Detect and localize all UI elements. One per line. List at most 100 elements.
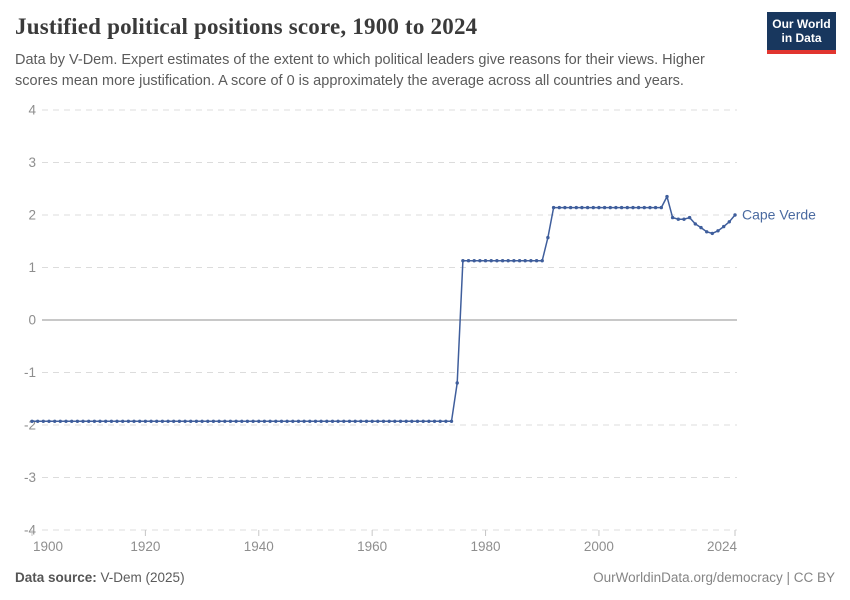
data-point[interactable] <box>121 419 125 423</box>
data-point[interactable] <box>597 205 601 210</box>
data-point[interactable] <box>308 419 312 423</box>
data-point[interactable] <box>104 419 108 423</box>
data-point[interactable] <box>257 419 261 423</box>
data-point[interactable] <box>126 419 131 423</box>
data-point[interactable] <box>523 259 527 263</box>
data-point[interactable] <box>716 229 720 233</box>
data-point[interactable] <box>189 419 193 423</box>
data-point[interactable] <box>614 205 618 210</box>
data-point[interactable] <box>676 217 680 221</box>
data-point[interactable] <box>410 419 414 423</box>
data-point[interactable] <box>353 419 357 423</box>
data-point[interactable] <box>444 419 448 423</box>
data-point[interactable] <box>240 419 244 423</box>
data-point[interactable] <box>70 419 74 423</box>
data-point[interactable] <box>687 215 692 220</box>
data-point[interactable] <box>166 419 170 423</box>
data-point[interactable] <box>682 217 686 221</box>
data-point[interactable] <box>699 225 703 230</box>
data-point[interactable] <box>466 259 471 263</box>
data-point[interactable] <box>625 205 629 210</box>
data-point[interactable] <box>87 419 91 423</box>
data-point[interactable] <box>585 205 590 210</box>
data-point[interactable] <box>92 419 97 423</box>
data-point[interactable] <box>347 419 352 423</box>
data-point[interactable] <box>206 419 210 423</box>
data-point[interactable] <box>58 419 62 423</box>
data-point[interactable] <box>291 419 295 423</box>
data-point[interactable] <box>432 419 437 423</box>
data-point[interactable] <box>81 419 85 423</box>
data-line-cape-verde[interactable] <box>32 195 736 423</box>
data-point[interactable] <box>670 215 675 220</box>
data-point[interactable] <box>619 205 624 210</box>
data-point[interactable] <box>194 419 199 423</box>
data-point[interactable] <box>381 419 386 423</box>
data-point[interactable] <box>642 205 646 210</box>
data-point[interactable] <box>30 419 34 423</box>
data-point[interactable] <box>325 419 329 423</box>
data-point[interactable] <box>393 419 397 423</box>
data-point[interactable] <box>41 419 45 423</box>
data-point[interactable] <box>138 419 142 423</box>
data-point[interactable] <box>705 230 709 234</box>
data-point[interactable] <box>387 419 391 423</box>
data-point[interactable] <box>608 205 612 210</box>
data-point[interactable] <box>631 205 635 210</box>
data-point[interactable] <box>285 419 289 423</box>
data-point[interactable] <box>449 419 454 423</box>
data-point[interactable] <box>274 419 278 423</box>
data-point[interactable] <box>172 419 176 423</box>
data-point[interactable] <box>478 259 482 263</box>
data-point[interactable] <box>143 419 148 423</box>
data-point[interactable] <box>115 419 119 423</box>
data-point[interactable] <box>223 419 227 423</box>
data-point[interactable] <box>330 419 335 423</box>
data-point[interactable] <box>512 259 516 263</box>
data-point[interactable] <box>404 419 408 423</box>
data-point[interactable] <box>546 235 550 240</box>
data-point[interactable] <box>251 419 255 423</box>
data-point[interactable] <box>506 259 510 263</box>
data-point[interactable] <box>557 205 561 210</box>
data-point[interactable] <box>534 259 539 263</box>
data-point[interactable] <box>659 205 663 210</box>
owid-logo[interactable]: Our World in Data <box>767 12 836 54</box>
data-point[interactable] <box>211 419 216 423</box>
data-point[interactable] <box>580 205 584 210</box>
data-point[interactable] <box>376 419 380 423</box>
data-point[interactable] <box>364 419 369 423</box>
data-point[interactable] <box>359 419 363 423</box>
data-point[interactable] <box>262 419 267 423</box>
data-point[interactable] <box>710 231 714 236</box>
data-point[interactable] <box>132 419 136 423</box>
data-point[interactable] <box>245 419 250 423</box>
data-point[interactable] <box>500 259 505 263</box>
license-link[interactable]: OurWorldinData.org/democracy | CC BY <box>593 570 835 585</box>
data-point[interactable] <box>279 419 284 423</box>
data-point[interactable] <box>302 419 306 423</box>
data-point[interactable] <box>529 259 533 263</box>
data-point[interactable] <box>568 205 573 210</box>
data-point[interactable] <box>472 259 476 263</box>
data-point[interactable] <box>517 259 522 263</box>
data-point[interactable] <box>693 222 697 226</box>
data-point[interactable] <box>455 381 459 385</box>
data-point[interactable] <box>665 194 669 199</box>
data-point[interactable] <box>398 419 403 423</box>
data-point[interactable] <box>217 419 221 423</box>
data-point[interactable] <box>53 419 57 423</box>
data-point[interactable] <box>160 419 165 423</box>
data-point[interactable] <box>296 419 301 423</box>
data-point[interactable] <box>228 419 233 423</box>
data-point[interactable] <box>733 213 737 217</box>
data-point[interactable] <box>722 224 726 229</box>
data-point[interactable] <box>98 419 102 423</box>
data-point[interactable] <box>47 419 51 423</box>
data-point[interactable] <box>319 419 323 423</box>
data-point[interactable] <box>602 205 607 210</box>
data-point[interactable] <box>36 419 40 423</box>
data-point[interactable] <box>421 419 425 423</box>
data-point[interactable] <box>64 419 68 423</box>
